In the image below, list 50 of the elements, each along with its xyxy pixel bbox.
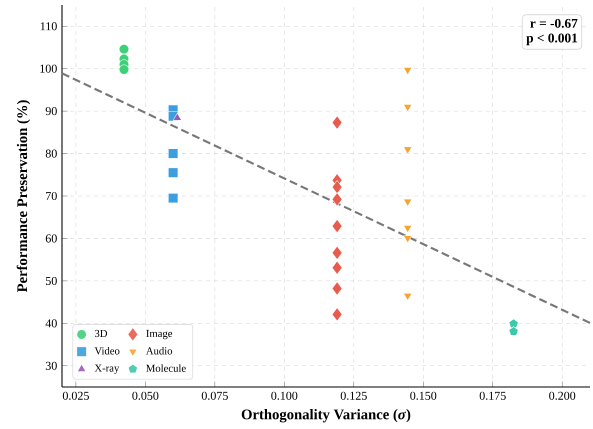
legend-label: Video <box>94 346 120 355</box>
point <box>403 67 412 76</box>
x-tick-label: 0.100 <box>271 392 298 400</box>
point <box>332 246 342 260</box>
legend-label: X-ray <box>94 364 120 374</box>
y-axis-title: Performance Preservation (%) <box>16 100 30 292</box>
x-tick-label: 0.050 <box>132 392 158 400</box>
point <box>403 146 412 154</box>
point <box>172 112 182 121</box>
y-tick-label: 90 <box>46 107 57 116</box>
point <box>403 225 412 233</box>
point <box>332 192 342 206</box>
legend-label: Molecule <box>146 364 186 372</box>
point <box>118 64 130 75</box>
point <box>168 193 178 204</box>
x-tick-label: 0.075 <box>202 392 228 400</box>
legend-label: 3D <box>94 330 108 338</box>
x-tick-label: 0.200 <box>549 392 576 400</box>
point <box>168 168 178 178</box>
x-tick-label: 0.025 <box>62 392 89 400</box>
y-tick-label: 100 <box>40 64 57 73</box>
y-tick-label: 50 <box>46 276 57 285</box>
y-tick-label: 30 <box>46 362 57 370</box>
point <box>403 104 412 112</box>
y-tick-label: 60 <box>46 234 57 243</box>
x-tick-label: 0.125 <box>340 392 367 400</box>
annotation: p < 0.001 <box>526 33 578 46</box>
legend-label: Audio <box>146 346 172 354</box>
y-tick-label: 70 <box>46 192 57 200</box>
x-tick-label: 0.175 <box>480 392 506 400</box>
point <box>508 326 518 336</box>
x-axis-title: Orthogonality Variance (σ) <box>242 409 410 422</box>
legend-label: Image <box>146 330 172 340</box>
point <box>332 260 342 275</box>
point <box>332 282 342 296</box>
point <box>508 318 518 328</box>
point <box>332 180 342 194</box>
point <box>403 235 412 244</box>
y-tick-label: 80 <box>46 150 57 158</box>
point <box>332 219 342 234</box>
point <box>332 116 342 130</box>
point <box>332 307 342 322</box>
point <box>403 293 412 301</box>
point <box>118 44 130 54</box>
y-tick-label: 40 <box>46 319 57 328</box>
y-tick-label: 110 <box>40 22 57 30</box>
point <box>403 198 412 207</box>
point <box>168 148 178 159</box>
x-tick-label: 0.150 <box>410 392 436 400</box>
annotation: r = -0.67 <box>530 18 578 28</box>
